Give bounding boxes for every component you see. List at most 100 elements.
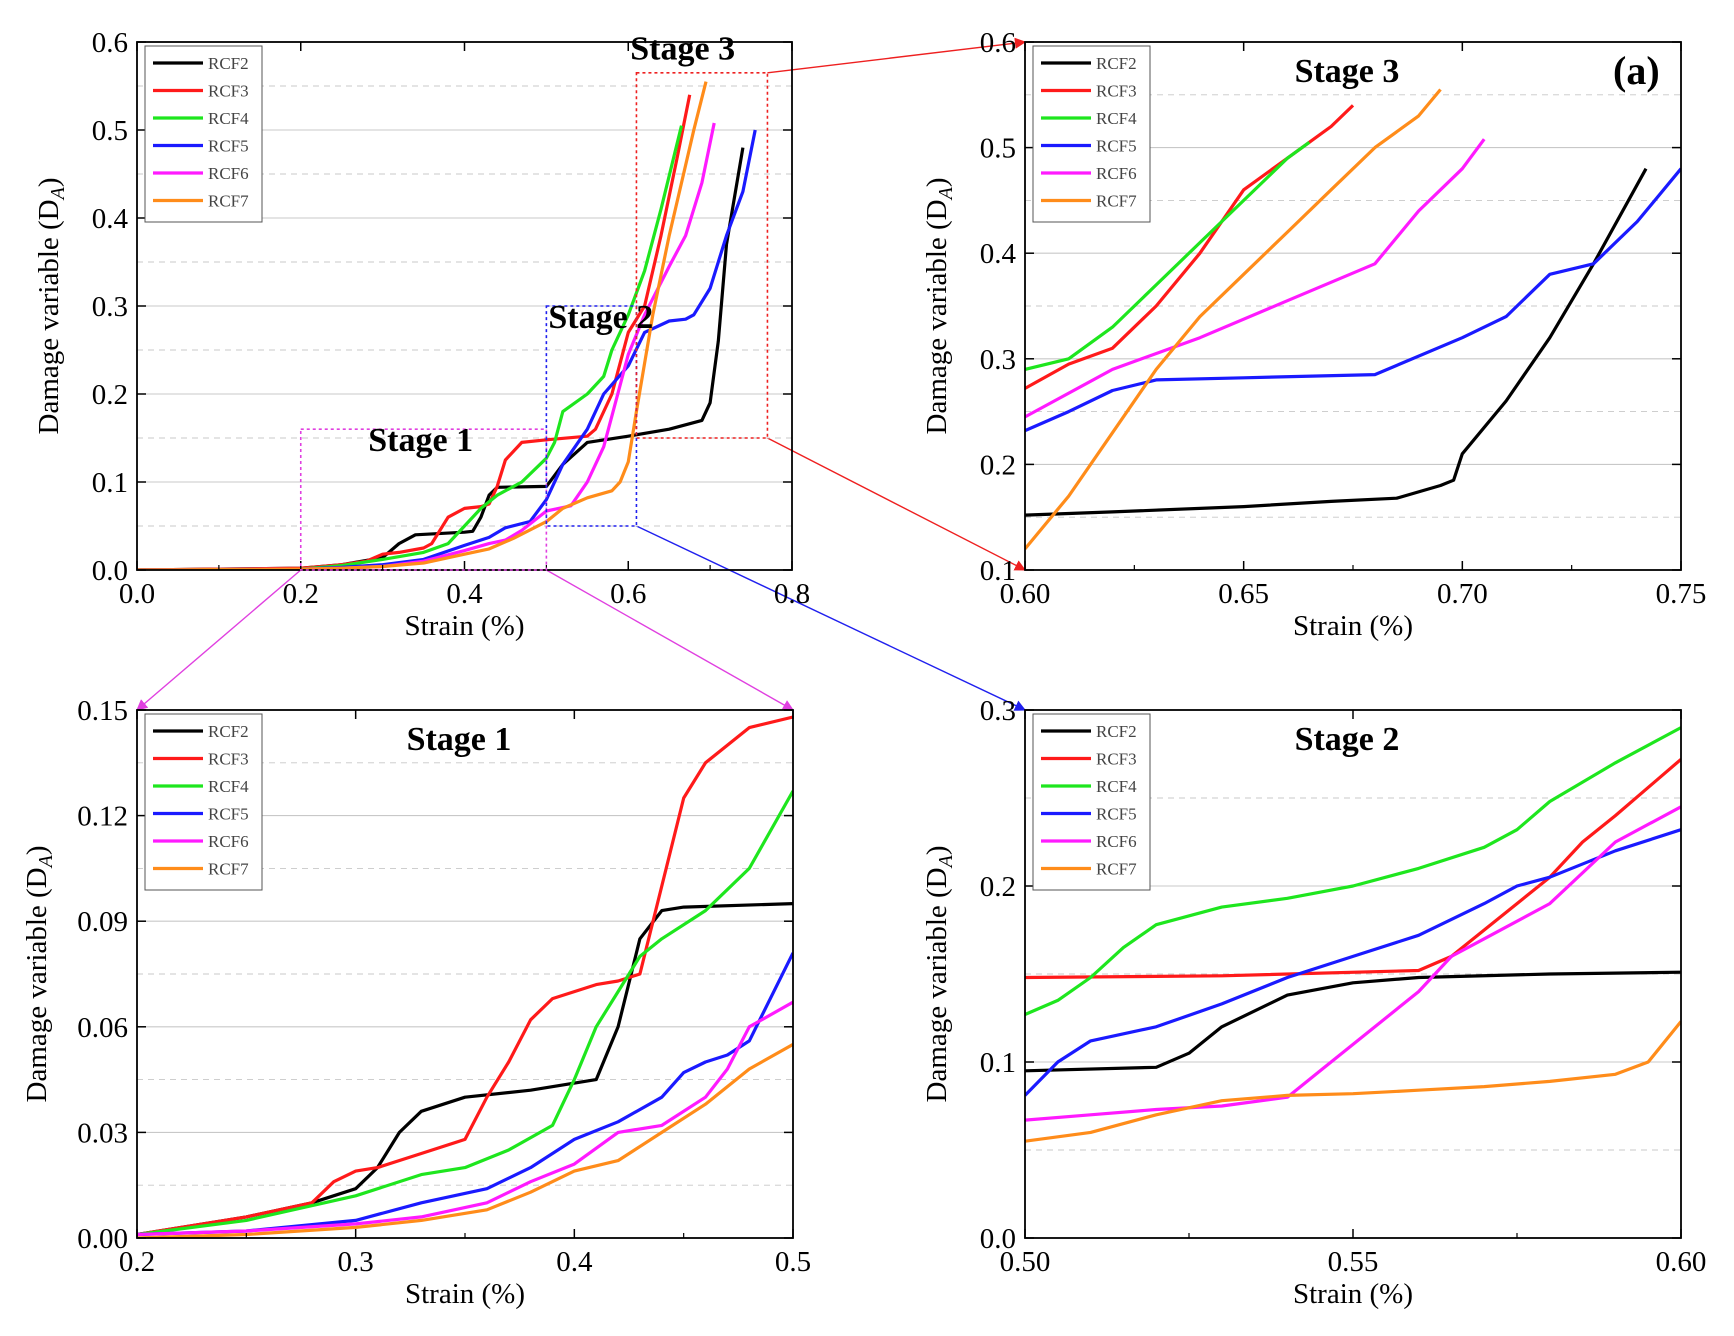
y-axis-title: Damage variable (DA) (33, 178, 69, 435)
panel-stage2-zoom: 0.50 0.55 0.60 0.0 0.1 0.2 0.3 Strain (%) Damage… (921, 695, 1706, 1310)
y-axis-title: Damage variable (DA) (921, 846, 957, 1103)
x-tick-label: 0.50 (1000, 1246, 1051, 1278)
legend-box (144, 713, 263, 891)
legend-label-rcf6: RCF6 (208, 164, 249, 183)
x-axis-title: Strain (%) (1293, 1278, 1413, 1310)
legend-label-rcf3: RCF3 (208, 750, 249, 769)
series-line-rcf7 (1025, 88, 1442, 550)
y-tick-label: 0.03 (77, 1117, 128, 1149)
panel-tag: (a) (1613, 48, 1660, 93)
x-tick-label: 0.5 (775, 1246, 811, 1278)
series-line-rcf4 (137, 125, 684, 570)
panel-stage3-zoom: 0.60 0.65 0.70 0.75 0.1 0.2 0.3 0.4 0.5 0.6 Strain… (921, 27, 1706, 642)
y-tick-label: 0.15 (77, 695, 128, 727)
y-tick-label: 0.1 (980, 555, 1016, 587)
y-tick-label: 0.12 (77, 801, 128, 833)
y-tick-label: 0.6 (92, 27, 128, 59)
y-axis-title-subscript: A (47, 186, 69, 201)
series-line-rcf5 (1025, 167, 1681, 433)
series-line-rcf7 (137, 81, 708, 570)
y-tick-label: 0.6 (980, 27, 1016, 59)
legend-label-rcf2: RCF2 (1096, 722, 1137, 741)
legend-label-rcf2: RCF2 (208, 722, 249, 741)
x-tick-label: 0.8 (774, 578, 810, 610)
series-line-rcf6 (1025, 805, 1681, 1122)
annotation-stage-3: Stage 3 (630, 31, 735, 68)
legend-label-rcf5: RCF5 (208, 805, 249, 824)
series-line-rcf4 (137, 790, 793, 1237)
y-tick-label: 0.0 (92, 555, 128, 587)
x-axis-title: Strain (%) (1293, 610, 1413, 642)
legend-label-rcf4: RCF4 (1096, 777, 1137, 796)
series-line-rcf4 (1025, 141, 1311, 371)
y-tick-label: 0.3 (92, 291, 128, 323)
legend-box (1032, 713, 1151, 891)
legend-box (144, 45, 263, 223)
x-tick-label: 0.70 (1437, 578, 1488, 610)
x-axis-title: Strain (%) (405, 1278, 525, 1310)
y-axis-title-text: Damage variable (D (921, 199, 953, 434)
zoom-connectors (136, 37, 1027, 711)
y-tick-label: 0.4 (980, 238, 1017, 270)
y-axis-title-subscript: A (35, 854, 57, 869)
y-tick-label: 0.2 (980, 871, 1016, 903)
legend-label-rcf5: RCF5 (208, 137, 249, 156)
x-tick-label: 0.2 (119, 1246, 155, 1278)
y-axis-title: Damage variable (DA) (21, 846, 57, 1103)
zoom-box-stage1 (299, 428, 548, 571)
legend-label-rcf2: RCF2 (1096, 54, 1137, 73)
connector-stage3-bottom (767, 437, 1026, 571)
x-tick-label: 0.75 (1656, 578, 1707, 610)
legend-label-rcf3: RCF3 (1096, 82, 1137, 101)
y-tick-label: 0.2 (980, 449, 1016, 481)
y-tick-label: 0.3 (980, 695, 1016, 727)
x-tick-label: 0.0 (119, 578, 155, 610)
legend-label-rcf7: RCF7 (208, 192, 249, 211)
x-tick-label: 0.60 (1000, 578, 1051, 610)
legend-label-rcf7: RCF7 (1096, 192, 1137, 211)
y-tick-label: 0.00 (77, 1223, 128, 1255)
series-line-rcf4 (1025, 726, 1681, 1016)
connector-stage1-left (136, 569, 302, 711)
y-axis-title-end: ) (21, 846, 53, 856)
panel-title: Stage 2 (1295, 721, 1400, 758)
series-line-rcf7 (137, 1043, 793, 1238)
y-tick-label: 0.3 (980, 344, 1016, 376)
series-line-rcf3 (1025, 758, 1681, 980)
legend-label-rcf6: RCF6 (1096, 832, 1137, 851)
legend-label-rcf4: RCF4 (208, 777, 249, 796)
series-line-rcf5 (137, 952, 793, 1237)
y-axis-title-subscript: A (935, 186, 957, 201)
series-group (1025, 88, 1681, 550)
series-line-rcf5 (137, 129, 757, 570)
panel-title: Stage 3 (1295, 53, 1400, 90)
y-tick-label: 0.1 (92, 467, 128, 499)
y-tick-label: 0.0 (980, 1223, 1016, 1255)
annotation-stage-1: Stage 1 (368, 422, 473, 459)
y-tick-label: 0.2 (92, 379, 128, 411)
x-tick-label: 0.60 (1656, 1246, 1707, 1278)
series-line-rcf3 (137, 715, 793, 1237)
series-group (137, 715, 793, 1238)
legend-label-rcf6: RCF6 (1096, 164, 1137, 183)
connector-stage3-top (767, 37, 1027, 74)
connector-stage1-right (546, 569, 794, 711)
y-axis-title-text: Damage variable (D (921, 867, 953, 1102)
x-tick-label: 0.3 (338, 1246, 374, 1278)
y-axis-title: Damage variable (DA) (921, 178, 957, 435)
legend-label-rcf5: RCF5 (1096, 137, 1137, 156)
connector-stage2 (636, 525, 1027, 711)
legend-label-rcf3: RCF3 (1096, 750, 1137, 769)
panel-main-overview: 0.0 0.2 0.4 0.6 0.8 0.0 0.1 0.2 0.3 0.4 0.5 0.6 Stra… (33, 27, 810, 642)
series-line-rcf6 (137, 1000, 793, 1237)
zoom-box-stage2 (545, 305, 638, 527)
y-axis-title-subscript: A (935, 854, 957, 869)
y-tick-label: 0.4 (92, 203, 129, 235)
series-line-rcf5 (1025, 828, 1681, 1097)
zoom-box-stage3 (635, 72, 769, 439)
series-line-rcf7 (1025, 1020, 1681, 1143)
series-line-rcf6 (1025, 138, 1486, 419)
y-axis-title-end: ) (921, 178, 953, 188)
legend-label-rcf4: RCF4 (1096, 109, 1137, 128)
